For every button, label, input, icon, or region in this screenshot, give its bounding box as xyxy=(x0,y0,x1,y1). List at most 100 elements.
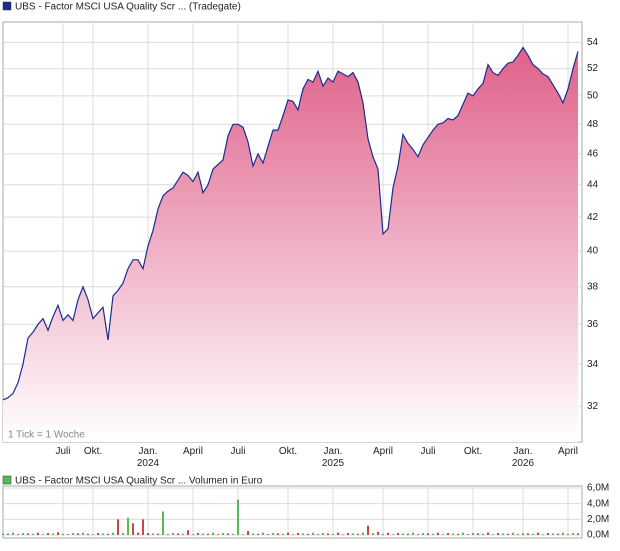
volume-bar xyxy=(567,534,569,535)
y-tick-label: 52 xyxy=(587,63,599,74)
volume-bar xyxy=(132,523,134,535)
annotation: 1 Tick = 1 Woche xyxy=(8,430,85,441)
volume-bar xyxy=(437,532,439,535)
volume-bar xyxy=(52,533,54,535)
y-tick-label: 42 xyxy=(587,212,599,223)
legend: UBS - Factor MSCI USA Quality Scr ... Vo… xyxy=(2,475,263,487)
y-tick-label: 4,0M xyxy=(587,498,609,509)
volume-bar xyxy=(352,533,354,535)
volume-bar xyxy=(522,533,524,535)
area xyxy=(3,47,578,442)
volume-bar xyxy=(32,533,34,535)
y-tick-label: 50 xyxy=(587,90,599,101)
volume-bar xyxy=(137,532,139,535)
x-tick-label: Jan. 2024 xyxy=(137,446,160,469)
volume-bar xyxy=(207,533,209,535)
volume-bar xyxy=(412,532,414,535)
volume-bar xyxy=(312,532,314,535)
volume-bar xyxy=(562,532,564,535)
volume-bar xyxy=(502,533,504,535)
volume-bar xyxy=(67,534,69,535)
y-tick-label: 38 xyxy=(587,281,599,292)
volume-bar xyxy=(297,533,299,535)
volume-bar xyxy=(277,533,279,535)
volume-bar xyxy=(572,533,574,535)
volume-bar xyxy=(397,533,399,535)
volume-bar xyxy=(242,534,244,535)
y-tick-label: 36 xyxy=(587,319,599,330)
y-tick-label: 0,0M xyxy=(587,530,609,541)
volume-bar xyxy=(327,533,329,535)
x-tick-label: Juli xyxy=(55,446,70,457)
volume-bar xyxy=(162,511,164,535)
volume-bar xyxy=(322,533,324,535)
volume-bar xyxy=(332,533,334,535)
x-tick-label: Okt. xyxy=(84,446,102,457)
volume-bar xyxy=(382,533,384,535)
legend-swatch xyxy=(2,1,12,11)
volume-bar xyxy=(192,534,194,535)
legend-swatch xyxy=(2,475,12,485)
volume-bar xyxy=(367,525,369,535)
volume-bar xyxy=(282,533,284,535)
legend-label: UBS - Factor MSCI USA Quality Scr ... Vo… xyxy=(15,476,263,487)
volume-bar xyxy=(542,534,544,535)
price-line xyxy=(2,46,579,401)
volume-bar xyxy=(142,519,144,535)
x-tick-label: Jan. 2026 xyxy=(512,446,535,469)
volume-bar xyxy=(172,533,174,535)
volume-bar xyxy=(102,533,104,535)
y-tick-label: 54 xyxy=(587,37,599,48)
volume-bar xyxy=(372,533,374,535)
x-tick-label: April xyxy=(373,446,393,457)
volume-bar xyxy=(402,533,404,535)
volume-bar xyxy=(482,533,484,535)
volume-bar xyxy=(47,533,49,535)
volume-bar xyxy=(232,533,234,535)
volume-bar xyxy=(477,533,479,535)
volume-bar xyxy=(537,532,539,535)
volume-bar xyxy=(507,533,509,535)
volume-bar xyxy=(272,533,274,535)
volume-bar xyxy=(362,532,364,535)
volume-bar xyxy=(177,533,179,535)
y-tick-label: 32 xyxy=(587,401,599,412)
y-tick-label: 40 xyxy=(587,246,599,257)
volume-bar xyxy=(347,533,349,535)
volume-bar xyxy=(157,533,159,535)
volume-bar xyxy=(267,534,269,535)
volume-bar xyxy=(202,533,204,535)
volume-bar xyxy=(527,533,529,535)
volume-bar xyxy=(512,532,514,535)
volume-bar xyxy=(577,533,579,535)
volume-bar xyxy=(42,534,44,535)
volume-bar xyxy=(462,532,464,535)
volume-bar xyxy=(392,534,394,535)
y-tick-label: 46 xyxy=(587,148,599,159)
volume-bar xyxy=(252,533,254,535)
volume-bar xyxy=(12,532,14,535)
volume-bar xyxy=(37,532,39,535)
volume-bar xyxy=(237,499,239,535)
volume-bar xyxy=(452,533,454,535)
y-tick-label: 2,0M xyxy=(587,514,609,525)
volume-bar xyxy=(302,533,304,535)
volume-bar xyxy=(317,534,319,535)
volume-bar xyxy=(342,534,344,535)
volume-bar xyxy=(377,531,379,535)
y-tick-label: 6,0M xyxy=(587,483,609,494)
volume-bar xyxy=(427,533,429,535)
legend-label: UBS - Factor MSCI USA Quality Scr ... (T… xyxy=(15,2,241,13)
volume-bar xyxy=(337,532,339,535)
volume-bar xyxy=(7,533,9,535)
volume-bar xyxy=(127,517,129,535)
x-tick-label: April xyxy=(183,446,203,457)
volume-bar xyxy=(422,533,424,535)
volume-bar xyxy=(532,533,534,535)
volume-bar xyxy=(467,534,469,535)
volume-bar xyxy=(262,532,264,535)
volume-bar xyxy=(82,532,84,535)
volume-bar xyxy=(197,533,199,535)
volume-bar xyxy=(77,533,79,535)
volume-bar xyxy=(292,534,294,535)
